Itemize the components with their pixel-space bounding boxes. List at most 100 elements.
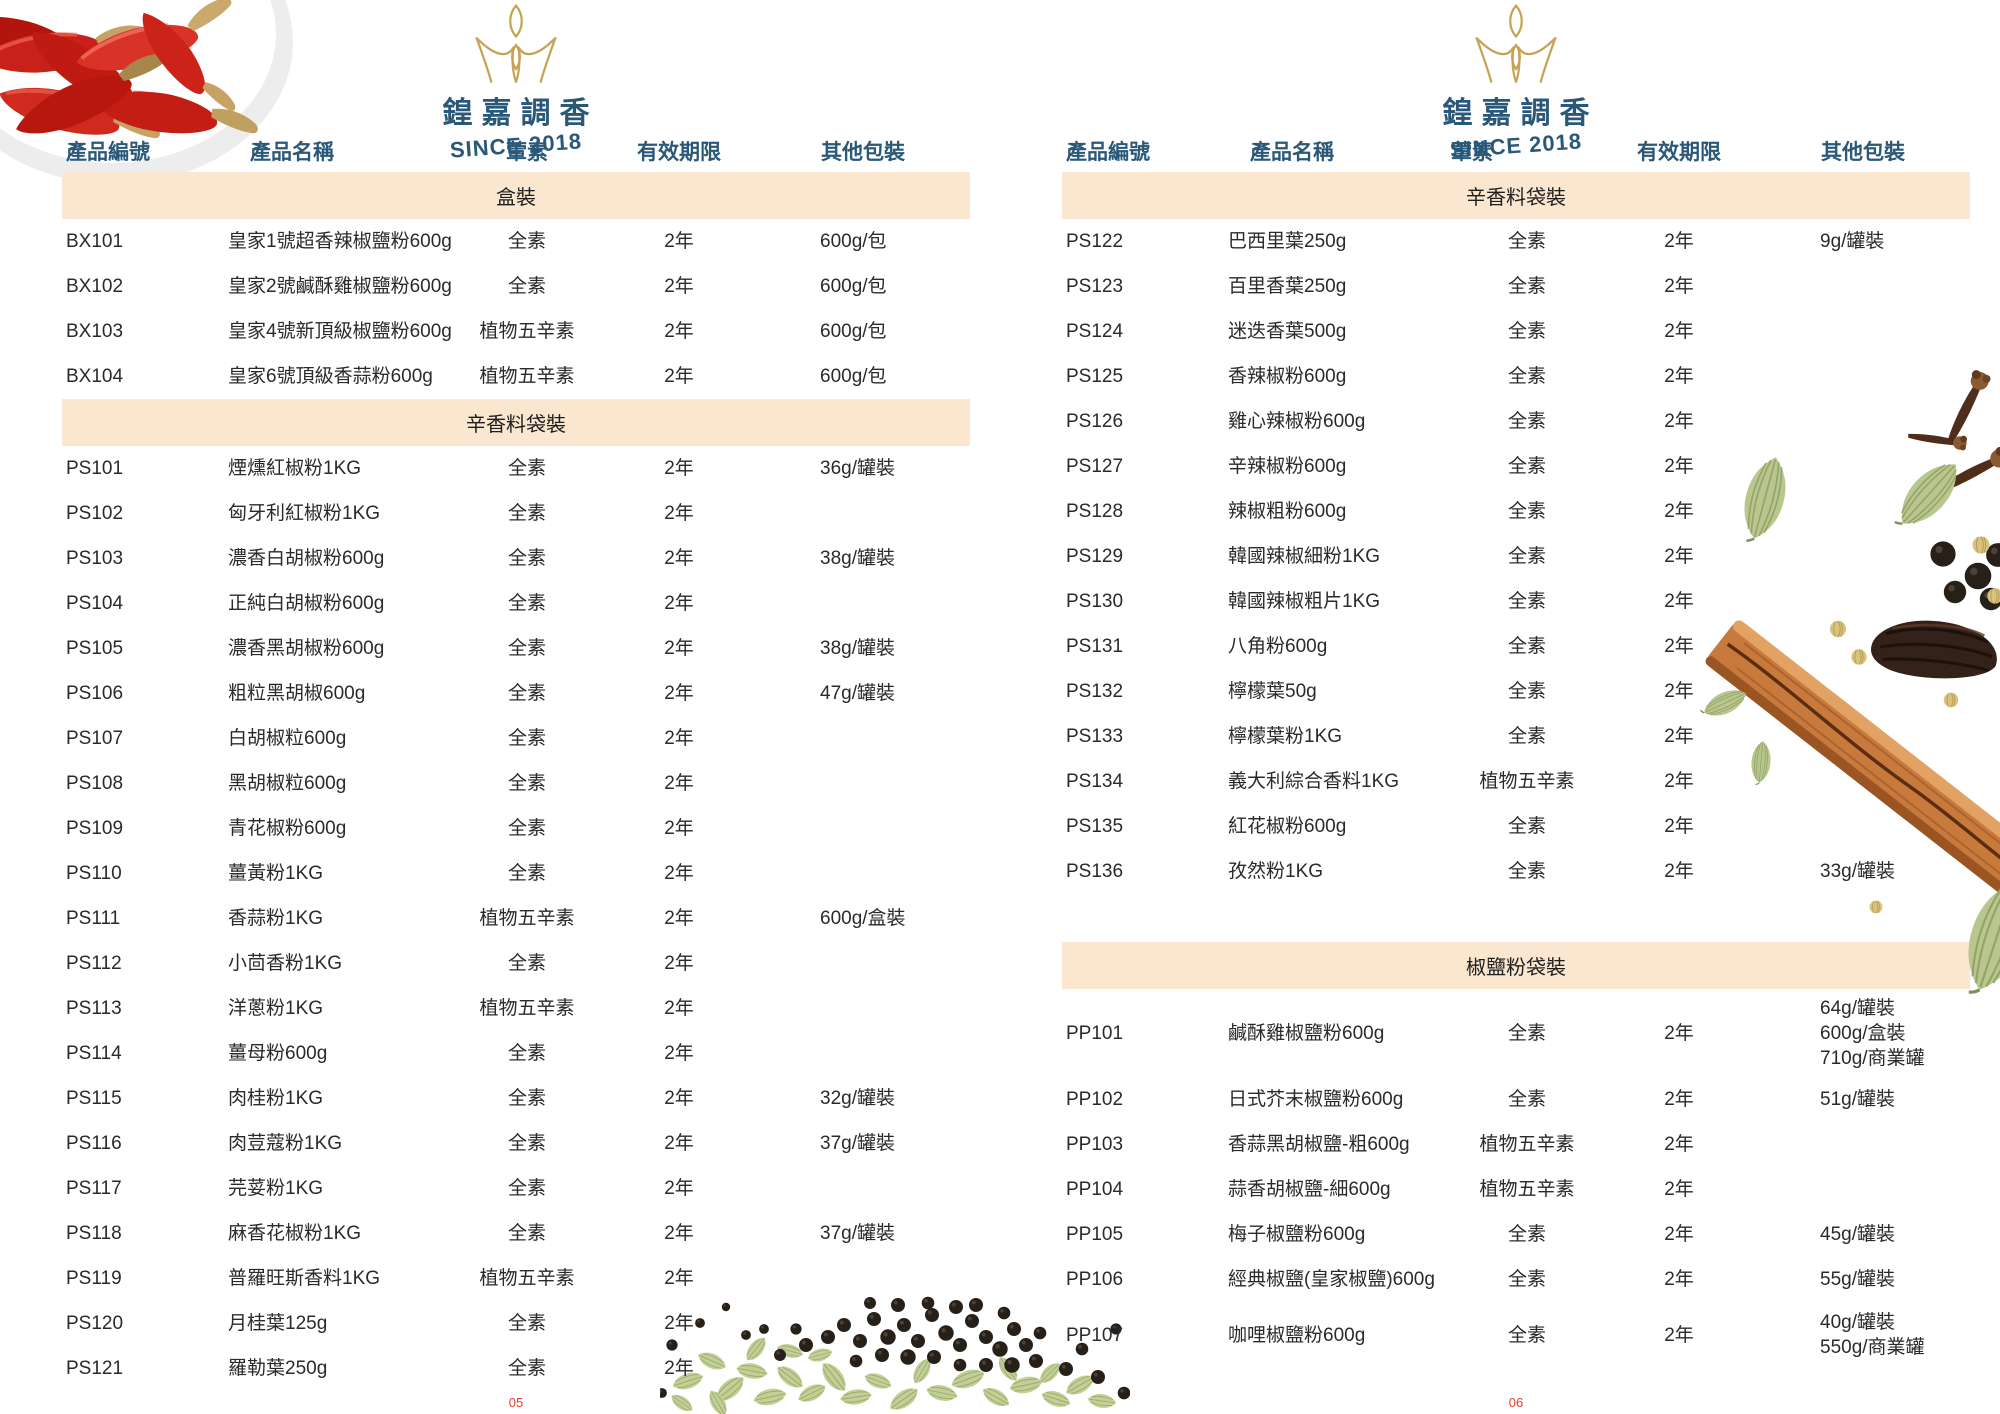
table-row: PS104 正純白胡椒粉600g 全素 2年 [62,581,970,626]
other-packaging [1756,804,1970,849]
table-row: BX101 皇家1號超香辣椒鹽粉600g 全素 2年 600g/包 [62,219,970,264]
table-row: PS113 洋蔥粉1KG 植物五辛素 2年 [62,986,970,1031]
product-name: 青花椒粉600g [228,818,347,839]
other-packaging [756,1301,970,1346]
other-packaging [1756,534,1970,579]
column-header-validity: 有效期限 [1637,140,1721,164]
other-packaging [1756,669,1970,714]
other-packaging: 38g/罐裝 [820,638,895,659]
table-row: PS127 辛辣椒粉600g 全素 2年 [1062,444,1970,489]
other-packaging [756,986,970,1031]
table-row: PS126 雞心辣椒粉600g 全素 2年 [1062,399,1970,444]
diet-type: 全素 [507,818,546,839]
product-name: 薑母粉600g [228,1043,328,1064]
shelf-life: 2年 [1664,231,1694,252]
shelf-life: 2年 [664,1358,694,1379]
other-packaging [1756,489,1970,534]
shelf-life: 2年 [1664,591,1694,612]
product-code: PS126 [1066,411,1124,432]
table-row: PS130 韓國辣椒粗片1KG 全素 2年 [1062,579,1970,624]
product-name: 雞心辣椒粉600g [1228,411,1366,432]
diet-type: 全素 [507,1223,546,1244]
table-row: PS109 青花椒粉600g 全素 2年 [62,806,970,851]
shelf-life: 2年 [664,1043,694,1064]
product-code: PS105 [66,638,124,659]
product-code: PS136 [1066,861,1124,882]
table-row: PS119 普羅旺斯香料1KG 植物五辛素 2年 [62,1256,970,1301]
column-header-packaging: 其他包裝 [821,140,905,164]
table-row: BX104 皇家6號頂級香蒜粉600g 植物五辛素 2年 600g/包 [62,354,970,399]
product-name: 經典椒鹽(皇家椒鹽)600g [1228,1269,1435,1290]
product-name: 韓國辣椒細粉1KG [1228,546,1381,567]
product-name: 日式芥末椒鹽粉600g [1228,1089,1404,1110]
column-header-code: 產品編號 [66,140,150,164]
shelf-life: 2年 [1664,1022,1694,1044]
product-code: PS104 [66,593,124,614]
product-name: 粗粒黑胡椒600g [228,683,366,704]
crown-logo-icon [1475,4,1557,83]
product-code: PS132 [1066,681,1124,702]
other-packaging [756,491,970,536]
product-code: PS102 [66,503,124,524]
product-name: 白胡椒粒600g [228,728,347,749]
product-code: PS131 [1066,636,1124,657]
shelf-life: 2年 [1664,501,1694,522]
table-row: PS107 白胡椒粒600g 全素 2年 [62,716,970,761]
product-code: PS123 [1066,276,1124,297]
diet-type: 全素 [507,503,546,524]
product-name: 咖哩椒鹽粉600g [1228,1324,1366,1346]
shelf-life: 2年 [1664,321,1694,342]
product-name: 濃香黑胡椒粉600g [228,638,385,659]
diet-type: 全素 [1507,1224,1546,1245]
catalog-page-right: 鍠嘉調香 SINCE 2018 產品編號 產品名稱 葷素 有效期限 其他包裝 辛… [1000,0,2000,1414]
product-name: 辛辣椒粉600g [1228,456,1347,477]
shelf-life: 2年 [664,998,694,1019]
diet-type: 全素 [507,683,546,704]
diet-type: 全素 [1507,276,1546,297]
product-name: 百里香葉250g [1228,276,1347,297]
product-code: PS135 [1066,816,1124,837]
product-name: 香辣椒粉600g [1228,366,1347,387]
diet-type: 全素 [1507,456,1546,477]
product-code: PP101 [1066,1022,1124,1044]
column-header-validity: 有效期限 [637,140,721,164]
brand-name: 鍠嘉調香 [1442,97,1599,130]
product-code: PS103 [66,548,124,569]
shelf-life: 2年 [664,548,694,569]
other-packaging [756,1256,970,1301]
product-code: PS124 [1066,321,1124,342]
product-code: PS101 [66,458,124,479]
product-name: 皇家6號頂級香蒜粉600g [228,366,433,387]
product-name: 肉荳蔻粉1KG [228,1133,343,1154]
product-code: PS119 [66,1268,122,1289]
table-row: BX102 皇家2號鹹酥雞椒鹽粉600g 全素 2年 600g/包 [62,264,970,309]
diet-type: 全素 [507,231,546,252]
product-code: PS133 [1066,726,1124,747]
product-name: 鹹酥雞椒鹽粉600g [1228,1022,1385,1044]
table-row: PP102 日式芥末椒鹽粉600g 全素 2年 51g/罐裝 [1062,1077,1970,1122]
table-row: PP104 蒜香胡椒鹽-細600g 植物五辛素 2年 [1062,1167,1970,1212]
table-row: PS117 芫荽粉1KG 全素 2年 [62,1166,970,1211]
product-name: 紅花椒粉600g [1228,816,1347,837]
product-code: PS110 [66,863,122,884]
other-packaging: 600g/包 [820,366,887,387]
product-name: 正純白胡椒粉600g [228,593,385,614]
product-code: BX104 [66,366,124,387]
crown-logo-icon [475,4,557,83]
diet-type: 植物五辛素 [479,1268,575,1289]
diet-type: 全素 [1507,636,1546,657]
product-code: PS122 [1066,231,1124,252]
diet-type: 植物五辛素 [479,321,575,342]
product-code: BX101 [66,231,124,252]
diet-type: 植物五辛素 [479,998,575,1019]
table-row: PS121 羅勒葉250g 全素 2年 [62,1346,970,1391]
shelf-life: 2年 [664,908,694,929]
table-row: PS128 辣椒粗粉600g 全素 2年 [1062,489,1970,534]
page-number-left: 05 [508,1395,524,1410]
other-packaging: 55g/罐裝 [1820,1269,1895,1290]
shelf-life: 2年 [664,683,694,704]
section-header: 辛香料袋裝 [62,399,970,446]
shelf-life: 2年 [1664,276,1694,297]
diet-type: 全素 [507,953,546,974]
product-code: PP107 [1066,1324,1124,1346]
